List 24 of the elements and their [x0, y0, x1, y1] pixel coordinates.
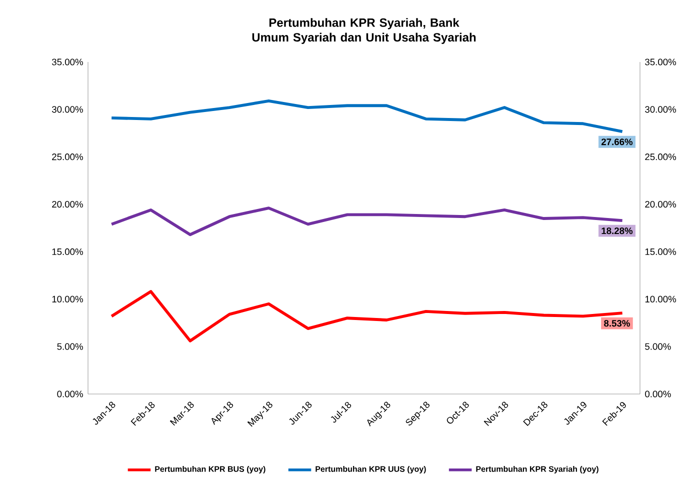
legend-label: Pertumbuhan KPR UUS (yoy) — [316, 466, 426, 474]
y-tick-label: 20.00% — [52, 200, 83, 208]
legend-label: Pertumbuhan KPR Syariah (yoy) — [476, 466, 598, 474]
legend-label: Pertumbuhan KPR BUS (yoy) — [155, 466, 266, 474]
y2-tick-label: 35.00% — [645, 58, 676, 66]
y-tick-label: 35.00% — [52, 58, 83, 66]
data-label: 27.66% — [601, 138, 633, 146]
chart-title: Pertumbuhan KPR Syariah, Bank Umum Syariah dan Unit Usaha Syariah — [252, 18, 476, 44]
y-tick-label: 30.00% — [52, 106, 83, 113]
y-tick-label: 25.00% — [52, 154, 83, 160]
data-label: 18.28% — [602, 228, 633, 234]
y2-tick-label: 0.00% — [645, 390, 671, 398]
y2-tick-label: 10.00% — [645, 296, 676, 302]
line-series — [110, 99, 624, 134]
y-tick-label: 15.00% — [52, 248, 83, 255]
y2-tick-label: 15.00% — [645, 248, 676, 255]
y-tick-label: 5.00% — [57, 343, 83, 350]
y2-tick-label: 20.00% — [645, 200, 676, 208]
y2-tick-label: 5.00% — [645, 343, 671, 350]
y2-tick-label: 25.00% — [645, 154, 676, 160]
data-label: 8.53% — [604, 320, 630, 327]
y-tick-label: 0.00% — [57, 390, 83, 398]
y-tick-label: 10.00% — [52, 296, 83, 302]
y2-tick-label: 30.00% — [645, 106, 676, 113]
